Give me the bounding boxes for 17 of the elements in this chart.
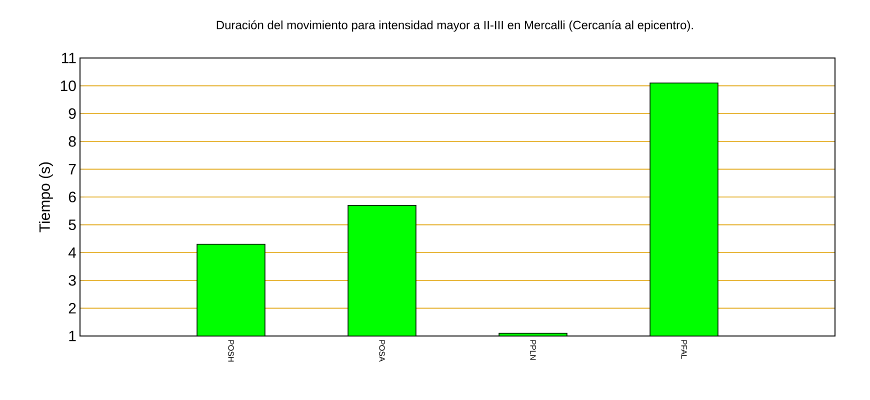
x-tick-label: POSH <box>228 340 234 362</box>
y-tick-label: 1 <box>69 330 76 342</box>
y-tick-label: 10 <box>60 80 76 92</box>
y-tick-label: 2 <box>68 302 76 314</box>
x-tick-label: PFAL <box>681 340 687 359</box>
x-tick-label: PPLN <box>530 340 536 360</box>
x-tick-label: POSA <box>379 340 385 362</box>
y-tick-label: 11 <box>62 52 76 64</box>
y-tick-label: 9 <box>68 108 76 119</box>
y-tick-label: 8 <box>68 136 76 147</box>
chart-title: Duración del movimiento para intensidad mayor a II-III en Mercalli (Cercanía al epicentro). <box>216 20 693 32</box>
y-tick-label: 4 <box>68 247 76 258</box>
y-tick-label: 3 <box>68 275 76 286</box>
y-tick-label: 6 <box>68 192 76 202</box>
y-tick-label: 5 <box>68 220 76 230</box>
y-tick-label: 7 <box>68 164 76 174</box>
y-axis-title: Tiempo (s) <box>38 162 53 232</box>
